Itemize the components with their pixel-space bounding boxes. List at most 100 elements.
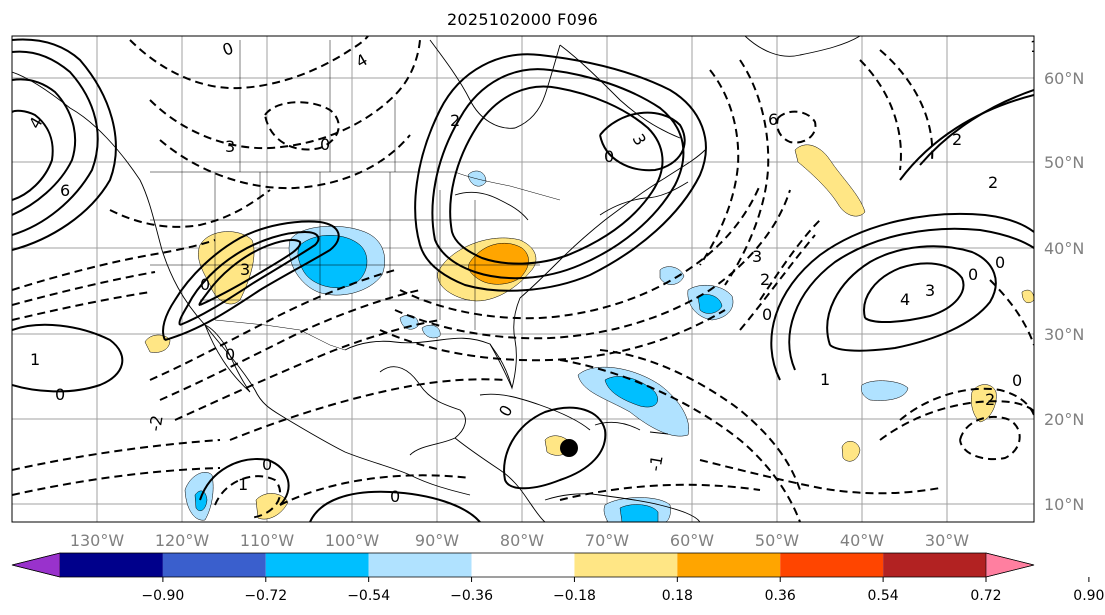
colorbar-tick-label: −0.18 xyxy=(553,588,596,604)
yellow-patch-atlantic xyxy=(794,144,866,217)
contour-label: 4 xyxy=(900,290,910,309)
dashed-west-3 xyxy=(12,271,156,306)
dashed-atlantic-2 xyxy=(724,59,770,286)
contour-sw-trough-outer xyxy=(162,220,340,341)
dashed-canada-low-outer xyxy=(129,36,369,90)
longitude-label: 30°W xyxy=(925,531,969,550)
colorbar-tick-label: 0.36 xyxy=(765,588,796,604)
shaded-anomaly-patches xyxy=(144,144,1034,522)
contour-label: 0 xyxy=(1012,371,1022,390)
latitude-label: 60°N xyxy=(1044,69,1084,88)
south-america-north xyxy=(544,493,701,522)
colorbar-segment xyxy=(162,553,266,577)
hispaniola xyxy=(594,421,641,431)
contour-label: 3 xyxy=(240,260,250,279)
contour-label: 2 xyxy=(985,390,995,409)
contour-pacific-high-outer xyxy=(12,38,117,251)
contour-east-trough-outer xyxy=(414,53,707,292)
baja-peninsula xyxy=(204,324,251,393)
dashed-east-upper-2 xyxy=(879,49,934,161)
canada-province-lines xyxy=(239,40,396,172)
dashed-tropics-3 xyxy=(699,459,941,495)
dashed-atlantic-loop xyxy=(776,110,817,144)
hudson-bay xyxy=(429,39,561,129)
dashed-south-1 xyxy=(279,474,471,506)
blue-patch-mid-atlantic xyxy=(861,380,909,401)
dashed-west-4 xyxy=(12,291,151,321)
contour-atlantic-ridge-inner xyxy=(826,245,997,352)
contour-label: 1 xyxy=(820,370,830,389)
yellow-patch-east-atlantic xyxy=(971,384,997,423)
latitude-label: 30°N xyxy=(1044,325,1084,344)
contour-label: 0 xyxy=(262,455,272,474)
contour-label: 0 xyxy=(225,345,235,364)
contour-label: 2 xyxy=(760,270,770,289)
contour-label: 0 xyxy=(604,147,614,166)
contour-atlantic-ridge-core xyxy=(863,262,965,324)
longitude-label: 40°W xyxy=(840,531,884,550)
dashed-far-east-loop xyxy=(959,415,1021,460)
contour-label: 1 xyxy=(1030,37,1040,56)
canada-maritimes xyxy=(599,181,689,216)
contour-label: 3 xyxy=(925,281,935,300)
contour-sw-trough-inner xyxy=(198,239,302,306)
contour-label: 0 xyxy=(995,253,1005,272)
dashed-west-1 xyxy=(109,189,271,228)
contour-label: 6 xyxy=(60,181,70,200)
dashed-gulf-1 xyxy=(229,378,506,441)
contour-label: 0 xyxy=(390,487,400,506)
contour-label: 2 xyxy=(952,130,962,149)
contour-atlantic-ridge-outer xyxy=(770,212,1034,381)
north-america-west-coast xyxy=(12,71,286,419)
contour-atlantic-ridge-mid xyxy=(788,227,1034,371)
contour-pacific-high-mid xyxy=(12,50,99,236)
puerto-rico xyxy=(649,431,669,435)
longitude-labels: 130°W 120°W 110°W 100°W 90°W 80°W 70°W 60°W 50°W… xyxy=(70,531,969,550)
colorbar-tick-label: −0.36 xyxy=(450,588,493,604)
longitude-label: 110°W xyxy=(240,531,295,550)
dashed-south-2 xyxy=(559,483,761,501)
cyan-patch-east-pacific xyxy=(194,490,208,511)
contour-east-trough-mid xyxy=(431,68,685,280)
greenland-coast xyxy=(744,36,861,57)
contour-east-trough-inner xyxy=(449,85,664,265)
contour-label: 6 xyxy=(768,110,778,129)
contour-label: 0 xyxy=(968,265,978,284)
contour-pacific-high-inner xyxy=(12,78,77,216)
contour-label: 1 xyxy=(238,475,248,494)
latitude-label: 10°N xyxy=(1044,495,1084,514)
political-borders xyxy=(150,40,561,351)
contour-south-loop xyxy=(309,490,481,522)
contour-sw-trough-mid xyxy=(178,230,320,326)
blue-patch-atlantic-small xyxy=(659,266,685,285)
dashed-tropics-2 xyxy=(559,359,801,522)
dashed-atlantic-4 xyxy=(739,234,816,331)
colorbar-tick-label: −0.90 xyxy=(141,588,184,604)
longitude-label: 50°W xyxy=(755,531,799,550)
negative-contours xyxy=(12,36,1034,522)
colorbar-extension-high xyxy=(985,552,1035,578)
labrador-coast xyxy=(559,44,681,139)
dashed-gulf-3 xyxy=(12,467,221,496)
dashed-sw-3 xyxy=(174,319,441,421)
contour-atlantic-ne xyxy=(899,94,1034,181)
latitude-label: 50°N xyxy=(1044,153,1084,172)
us-canada-border xyxy=(150,171,561,201)
yellow-patch-far-east xyxy=(1021,289,1034,303)
contour-label: -1 xyxy=(645,454,666,473)
colorbar-tick-label: 0.72 xyxy=(970,588,1001,604)
us-state-lines xyxy=(150,172,540,330)
dashed-sw-outer xyxy=(149,269,396,381)
dashed-far-east-1 xyxy=(899,387,1034,421)
blue-patch-florida xyxy=(421,325,441,339)
gulf-of-mexico-coast xyxy=(344,337,513,389)
colorbar-segment xyxy=(883,553,986,577)
contour-label: 3 xyxy=(752,247,762,266)
positive-contours xyxy=(12,38,1034,522)
coastlines xyxy=(12,36,861,522)
longitude-label: 130°W xyxy=(70,531,125,550)
contour-pacific-high-core xyxy=(12,109,54,201)
contour-label: 0 xyxy=(762,305,772,324)
dashed-canada-low-3 xyxy=(159,134,411,190)
